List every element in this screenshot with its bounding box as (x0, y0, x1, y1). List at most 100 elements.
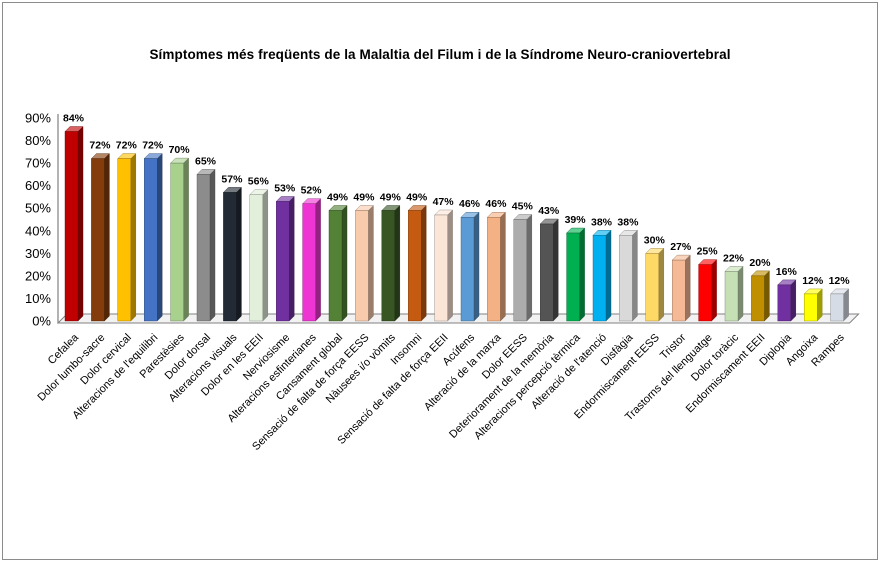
bar-front-face (328, 210, 343, 322)
bar-side-face (394, 204, 400, 322)
y-axis-tick-label: 50% (25, 201, 51, 216)
bar-side-face (737, 265, 744, 322)
y-axis-tick-label: 70% (25, 156, 51, 171)
bar-front-face (460, 217, 475, 322)
bar-value-label: 22% (723, 252, 745, 264)
bar-side-face (790, 279, 796, 322)
bar-value-label: 45% (512, 201, 534, 213)
bar-side-face (209, 168, 216, 322)
y-axis-tick-label: 90% (25, 111, 51, 126)
bar-front-face (355, 210, 369, 322)
bar-side-face (447, 209, 453, 322)
bar-value-label: 65% (195, 155, 217, 167)
bar-front-face (408, 210, 422, 322)
bar-front-face (170, 162, 184, 322)
bar-value-label: 43% (538, 205, 560, 217)
y-axis-tick-label: 10% (25, 291, 51, 306)
bar-value-label: 53% (274, 182, 296, 194)
bar-front-face (196, 174, 211, 322)
bar-side-face (341, 204, 348, 322)
bar-value-label: 46% (485, 198, 507, 210)
bar-value-label: 72% (142, 140, 164, 152)
y-axis-tick-label: 80% (25, 133, 51, 148)
bar-side-face (156, 153, 163, 322)
bar-side-face (77, 126, 84, 322)
bar-side-face (685, 254, 691, 322)
y-axis-tick-label: 40% (25, 223, 51, 238)
bar-value-label: 47% (433, 196, 455, 208)
bar-front-face (64, 131, 79, 322)
y-axis-tick-label: 20% (25, 268, 51, 283)
y-axis-tick-label: 60% (25, 178, 51, 193)
bar-value-label: 30% (644, 234, 666, 246)
bar-value-label: 12% (829, 275, 851, 287)
bar-side-face (553, 218, 559, 322)
bar-side-face (632, 229, 638, 322)
bar-side-face (421, 204, 427, 322)
bar-value-label: 72% (89, 140, 111, 152)
bar-value-label: 49% (406, 191, 428, 203)
bar-value-label: 46% (459, 198, 481, 210)
bar-value-label: 49% (380, 191, 402, 203)
bar-value-label: 57% (221, 173, 243, 185)
bar-front-face (804, 293, 818, 322)
bar-front-face (143, 158, 158, 322)
bar-front-face (117, 158, 132, 322)
bar-front-face (513, 219, 527, 322)
bar-front-face (751, 275, 765, 322)
bar-value-label: 84% (63, 113, 85, 125)
bar-side-face (711, 259, 717, 322)
bar-value-label: 20% (749, 257, 771, 269)
bar-value-label: 49% (327, 191, 349, 203)
y-axis-tick-label: 0% (32, 314, 51, 329)
bar-group: 84%Cefalea (46, 113, 85, 367)
bar-front-face (302, 203, 316, 322)
bar-side-face (289, 195, 295, 322)
bar-value-label: 52% (301, 185, 323, 197)
bar-side-face (315, 198, 321, 322)
bar-value-label: 70% (169, 144, 191, 156)
bar-side-face (579, 227, 585, 322)
bar-value-label: 38% (591, 216, 613, 228)
bar-value-label: 56% (248, 176, 270, 188)
bar-front-face (592, 235, 607, 322)
bar-side-face (764, 270, 770, 322)
bar-side-face (605, 229, 612, 322)
bar-front-face (540, 223, 554, 322)
bar-front-face (381, 210, 395, 322)
bar-value-label: 49% (353, 191, 375, 203)
bar-front-face (830, 293, 844, 322)
bar-value-label: 72% (116, 140, 138, 152)
bar-front-face (672, 259, 686, 322)
y-axis-tick-label: 30% (25, 246, 51, 261)
bar-front-face (249, 194, 264, 322)
bar-side-face (236, 186, 242, 322)
bar-front-face (223, 192, 237, 322)
bar-side-face (817, 288, 823, 322)
bar-front-face (724, 271, 739, 322)
bar-front-face (487, 217, 501, 322)
bar-side-face (130, 153, 137, 322)
bar-value-label: 25% (697, 246, 719, 258)
bar-side-face (262, 189, 268, 322)
bar-side-face (500, 211, 506, 322)
bar-front-face (777, 284, 791, 322)
bar-side-face (368, 204, 374, 322)
bar-side-face (473, 211, 480, 322)
chart-title: Símptomes més freqüents de la Malaltia d… (149, 47, 731, 62)
bar-chart: 0%10%20%30%40%50%60%70%80%90% 84%Cefalea7… (25, 111, 860, 453)
bar-side-face (183, 157, 189, 322)
bar-front-face (619, 235, 633, 322)
bar-value-label: 38% (617, 216, 639, 228)
bar-value-label: 39% (565, 214, 587, 226)
bar-side-face (658, 247, 664, 322)
bar-front-face (434, 214, 448, 322)
bar-side-face (843, 288, 849, 322)
bar-value-label: 12% (802, 275, 824, 287)
bar-front-face (645, 253, 659, 322)
bar-side-face (104, 153, 110, 322)
bar-value-label: 16% (776, 266, 798, 278)
bar-front-face (698, 264, 712, 322)
bar-front-face (91, 158, 105, 322)
